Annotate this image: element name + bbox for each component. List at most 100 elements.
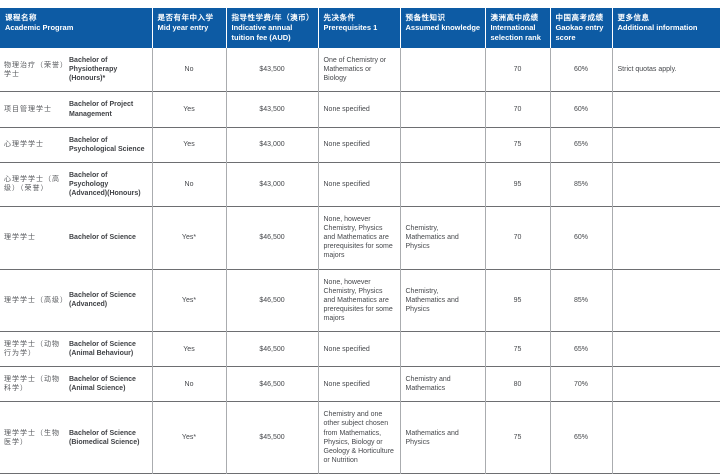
cell-program: 心理学学士（高级）（荣誉） Bachelor of Psychology (Ad… — [0, 161, 152, 207]
table-row: 理学学士（动物行为学） Bachelor of Science (Animal … — [0, 330, 720, 367]
cell-prerequisites: None specified — [317, 330, 400, 367]
cell-prerequisites: None, however Chemistry, Physics and Mat… — [317, 206, 400, 270]
table-row: 理学学士 Bachelor of Science Yes* $46,500 No… — [0, 206, 720, 270]
program-name-en: Bachelor of Project Management — [69, 101, 134, 118]
cell-mid-year-entry: No — [151, 161, 226, 207]
cell-selection-rank: 95 — [484, 268, 550, 332]
cell-mid-year-entry: Yes — [151, 330, 226, 367]
cell-additional-information — [611, 330, 720, 367]
cell-selection-rank: 70 — [484, 48, 550, 92]
table-row: 心理学学士（高级）（荣誉） Bachelor of Psychology (Ad… — [0, 161, 720, 207]
cell-additional-information — [611, 161, 720, 207]
program-name-cn: 心理学学士（高级）（荣誉） — [4, 176, 60, 193]
cell-additional-information — [611, 268, 720, 332]
cell-tuition-fee: $43,500 — [225, 48, 318, 92]
col-header-gaokao-score-en: Gaokao entry score — [555, 23, 604, 42]
program-table: 课程名称 Academic Program 是否有年中入学 Mid year e… — [0, 8, 720, 474]
cell-additional-information — [611, 366, 720, 402]
col-header-tuition-fee-cn: 指导性学费/年（澳币） — [231, 13, 315, 22]
col-header-selection-rank-en: International selection rank — [490, 23, 541, 42]
cell-additional-information: Strict quotas apply. — [611, 48, 720, 92]
program-name-en: Bachelor of Psychology (Advanced)(Honour… — [69, 171, 141, 197]
cell-prerequisites: Chemistry and one other subject chosen f… — [317, 401, 400, 474]
program-name-en: Bachelor of Science (Animal Behaviour) — [69, 341, 136, 358]
program-name-en: Bachelor of Psychological Science — [69, 136, 145, 153]
cell-prerequisites: None specified — [317, 91, 400, 128]
cell-assumed-knowledge — [399, 126, 485, 163]
cell-prerequisites: None, however Chemistry, Physics and Mat… — [317, 268, 400, 332]
program-name-cn: 理学学士（高级） — [4, 296, 68, 304]
cell-tuition-fee: $46,500 — [225, 206, 318, 270]
table-row: 项目管理学士 Bachelor of Project Management Ye… — [0, 91, 720, 128]
cell-gaokao-score: 65% — [549, 330, 612, 367]
cell-program: 理学学士 Bachelor of Science — [0, 206, 152, 270]
col-header-prerequisites-en: Prerequisites 1 — [323, 23, 378, 33]
program-name-cn: 心理学学士 — [4, 141, 44, 149]
cell-assumed-knowledge — [399, 161, 485, 207]
cell-assumed-knowledge: Mathematics and Physics — [399, 401, 485, 474]
col-header-additional-information: 更多信息 Additional information — [611, 8, 720, 49]
program-name-en: Bachelor of Science (Advanced) — [69, 292, 136, 309]
table-row: 心理学学士 Bachelor of Psychological Science … — [0, 126, 720, 163]
col-header-mid-year-entry: 是否有年中入学 Mid year entry — [151, 8, 226, 49]
cell-selection-rank: 95 — [484, 161, 550, 207]
cell-assumed-knowledge: Chemistry, Mathematics and Physics — [399, 206, 485, 270]
col-header-assumed-knowledge: 预备性知识 Assumed knowledge — [399, 8, 485, 49]
cell-program: 物理治疗（荣誉）学士 Bachelor of Physiotherapy (Ho… — [0, 48, 152, 92]
cell-program: 理学学士（动物行为学） Bachelor of Science (Animal … — [0, 330, 152, 367]
cell-additional-information — [611, 401, 720, 474]
cell-assumed-knowledge — [399, 91, 485, 128]
cell-mid-year-entry: Yes* — [151, 206, 226, 270]
col-header-selection-rank-cn: 澳洲高中成绩 — [490, 13, 539, 22]
table-row: 物理治疗（荣誉）学士 Bachelor of Physiotherapy (Ho… — [0, 48, 720, 92]
program-name-cn: 理学学士（动物科学） — [4, 376, 60, 393]
cell-assumed-knowledge — [399, 330, 485, 367]
cell-gaokao-score: 65% — [549, 126, 612, 163]
col-header-mid-year-entry-cn: 是否有年中入学 — [157, 13, 214, 22]
cell-mid-year-entry: Yes* — [151, 401, 226, 474]
cell-tuition-fee: $45,500 — [225, 401, 318, 474]
col-header-assumed-knowledge-cn: 预备性知识 — [405, 13, 446, 22]
program-name-cn: 物理治疗（荣誉）学士 — [4, 61, 65, 78]
tuition-table-page: 课程名称 Academic Program 是否有年中入学 Mid year e… — [0, 8, 720, 474]
cell-gaokao-score: 85% — [549, 161, 612, 207]
cell-selection-rank: 75 — [484, 126, 550, 163]
cell-mid-year-entry: No — [151, 366, 226, 402]
table-row: 理学学士（高级） Bachelor of Science (Advanced) … — [0, 268, 720, 332]
col-header-prerequisites-cn: 先决条件 — [323, 13, 356, 22]
col-header-prerequisites: 先决条件 Prerequisites 1 — [317, 8, 400, 49]
cell-gaokao-score: 60% — [549, 48, 612, 92]
col-header-academic-program-en: Academic Program — [5, 23, 74, 33]
cell-tuition-fee: $43,500 — [225, 91, 318, 128]
cell-tuition-fee: $46,500 — [225, 268, 318, 332]
cell-gaokao-score: 60% — [549, 206, 612, 270]
col-header-mid-year-entry-en: Mid year entry — [157, 23, 209, 33]
cell-selection-rank: 70 — [484, 91, 550, 128]
cell-assumed-knowledge — [399, 48, 485, 92]
cell-program: 理学学士（动物科学） Bachelor of Science (Animal S… — [0, 366, 152, 402]
cell-prerequisites: None specified — [317, 366, 400, 402]
cell-program: 理学学士（高级） Bachelor of Science (Advanced) — [0, 268, 152, 332]
cell-tuition-fee: $46,500 — [225, 366, 318, 402]
program-name-cn: 项目管理学士 — [4, 105, 52, 113]
cell-assumed-knowledge: Chemistry and Mathematics — [399, 366, 485, 402]
program-name-en: Bachelor of Science (Biomedical Science) — [69, 429, 140, 446]
col-header-selection-rank: 澳洲高中成绩 International selection rank — [484, 8, 550, 49]
cell-mid-year-entry: Yes — [151, 91, 226, 128]
cell-program: 心理学学士 Bachelor of Psychological Science — [0, 126, 152, 163]
program-name-cn: 理学学士 — [4, 234, 36, 242]
cell-selection-rank: 75 — [484, 401, 550, 474]
cell-prerequisites: One of Chemistry or Mathematics or Biolo… — [317, 48, 400, 92]
program-name-en: Bachelor of Science (Animal Science) — [69, 376, 136, 393]
cell-selection-rank: 70 — [484, 206, 550, 270]
table-row: 理学学士（动物科学） Bachelor of Science (Animal S… — [0, 366, 720, 402]
cell-selection-rank: 75 — [484, 330, 550, 367]
program-name-en: Bachelor of Physiotherapy (Honours)* — [69, 57, 118, 83]
cell-mid-year-entry: No — [151, 48, 226, 92]
cell-prerequisites: None specified — [317, 161, 400, 207]
cell-program: 项目管理学士 Bachelor of Project Management — [0, 91, 152, 128]
cell-prerequisites: None specified — [317, 126, 400, 163]
cell-mid-year-entry: Yes — [151, 126, 226, 163]
cell-assumed-knowledge: Chemistry, Mathematics and Physics — [399, 268, 485, 332]
cell-additional-information — [611, 126, 720, 163]
